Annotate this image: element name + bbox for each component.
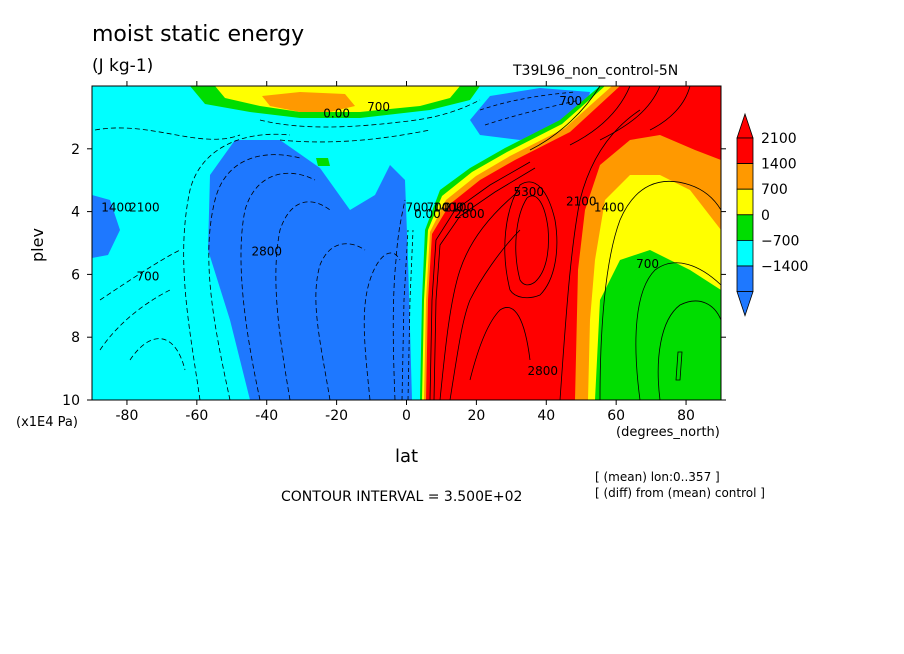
x-tick-label: 0 bbox=[402, 408, 411, 424]
contour-line bbox=[99, 289, 171, 351]
colorbar-swatch bbox=[736, 137, 754, 165]
colorbar-label: 700 bbox=[761, 182, 788, 198]
contour-label: 2800 bbox=[454, 207, 485, 221]
contour-label: 5300 bbox=[514, 185, 545, 199]
contour-line bbox=[240, 172, 316, 400]
x-tick-label: 40 bbox=[537, 408, 555, 424]
colorbar-label: 1400 bbox=[761, 157, 797, 173]
contour-label: 2100 bbox=[566, 194, 597, 208]
y-tick-label: 4 bbox=[71, 205, 80, 221]
axes: -80 -60 -40 -20 0 20 40 60 80 2 4 6 8 10 bbox=[62, 81, 726, 424]
contour-line bbox=[449, 229, 521, 400]
contour-line bbox=[363, 252, 401, 400]
contour-line bbox=[569, 86, 631, 146]
chart-title: moist static energy bbox=[92, 22, 305, 47]
contour-line bbox=[439, 189, 521, 400]
x-tick-label: -20 bbox=[325, 408, 348, 424]
contour-line bbox=[479, 91, 576, 111]
contour-label: 2100 bbox=[129, 201, 160, 215]
field-green-lower-right bbox=[605, 270, 721, 400]
chart-units: (J kg-1) bbox=[92, 56, 154, 76]
run-name: T39L96_non_control-5N bbox=[513, 63, 679, 79]
contour-line bbox=[433, 167, 536, 400]
y-tick-label: 8 bbox=[71, 330, 80, 346]
contour-line bbox=[279, 129, 431, 143]
contour-label: 700 bbox=[406, 201, 429, 215]
contour-line bbox=[657, 300, 721, 400]
contour-line bbox=[649, 86, 691, 131]
contour-label: 700 bbox=[426, 201, 449, 215]
field-orange-top bbox=[262, 92, 355, 112]
contour-label: 0.00 bbox=[323, 106, 350, 120]
contour-line bbox=[469, 307, 531, 381]
contour-label: 1400 bbox=[594, 201, 625, 215]
contour-line bbox=[183, 133, 291, 400]
y-tick-label: 10 bbox=[62, 393, 80, 409]
x-axis-units: (degrees_north) bbox=[616, 425, 720, 440]
contour-line bbox=[429, 161, 531, 400]
colorbar-swatch bbox=[736, 188, 754, 216]
contour-line bbox=[99, 249, 181, 301]
contour-labels: 0.00 700 7001400210028007007000.0070014002… bbox=[101, 94, 659, 378]
contour-line bbox=[315, 243, 366, 400]
contour-line bbox=[94, 127, 241, 140]
colorbar-swatch bbox=[736, 163, 754, 190]
colorbar: 2100 1400 700 0 −700 −1400 bbox=[736, 112, 808, 317]
contour-line bbox=[208, 154, 301, 400]
contour-label: 2800 bbox=[251, 245, 282, 259]
note-diff: [ (diff) from (mean) control ] bbox=[595, 486, 765, 500]
field-blue-southwest bbox=[92, 195, 120, 258]
contour-line bbox=[392, 199, 406, 400]
colorbar-upper-arrow bbox=[736, 112, 754, 139]
field-blue-south bbox=[208, 140, 412, 400]
contour-label: 0.00 bbox=[414, 207, 441, 221]
colorbar-label: 0 bbox=[761, 208, 770, 224]
contour-label: 700 bbox=[559, 94, 582, 108]
colorbar-label: −1400 bbox=[761, 259, 808, 275]
contour-line bbox=[599, 86, 661, 141]
contour-lines bbox=[94, 86, 721, 400]
contour-line bbox=[401, 229, 409, 400]
contour-line bbox=[129, 338, 186, 371]
contour-line bbox=[599, 181, 721, 400]
contour-line bbox=[259, 99, 481, 128]
contour-label: 1400 bbox=[101, 201, 132, 215]
filled-contours bbox=[92, 86, 721, 400]
colorbar-label: 2100 bbox=[761, 131, 797, 147]
field-green-blob bbox=[316, 158, 330, 166]
x-tick-label: 80 bbox=[677, 408, 695, 424]
x-tick-label: 20 bbox=[467, 408, 485, 424]
x-tick-label: -60 bbox=[185, 408, 208, 424]
contour-line bbox=[504, 181, 558, 299]
y-tick-label: 6 bbox=[71, 267, 80, 283]
colorbar-swatch bbox=[736, 265, 754, 293]
colorbar-swatch bbox=[736, 239, 754, 267]
y-tick-label: 2 bbox=[71, 142, 80, 158]
colorbar-label: −700 bbox=[761, 233, 799, 249]
contour-line bbox=[515, 195, 549, 286]
contour-label: 700 bbox=[367, 100, 390, 114]
x-tick-label: 60 bbox=[607, 408, 625, 424]
contour-label: 700 bbox=[136, 270, 159, 284]
contour-label: 2100 bbox=[444, 201, 475, 215]
contour-line bbox=[675, 351, 683, 381]
contour-label: 700 bbox=[636, 257, 659, 271]
x-tick-label: -80 bbox=[116, 408, 139, 424]
contour-label: 1400 bbox=[433, 201, 464, 215]
contour-line bbox=[275, 201, 331, 400]
contour-interval: CONTOUR INTERVAL = 3.500E+02 bbox=[281, 489, 523, 505]
note-mean: [ (mean) lon:0..357 ] bbox=[595, 470, 720, 484]
contour-line bbox=[635, 262, 721, 400]
contour-line bbox=[529, 86, 601, 151]
contour-line bbox=[407, 229, 414, 400]
x-tick-label: -40 bbox=[255, 408, 278, 424]
colorbar-swatch bbox=[736, 214, 754, 241]
x-axis-label: lat bbox=[395, 446, 419, 467]
y-axis-units: (x1E4 Pa) bbox=[16, 415, 78, 430]
colorbar-lower-arrow bbox=[736, 291, 754, 317]
contour-label: 2800 bbox=[528, 364, 559, 378]
contour-line bbox=[484, 99, 581, 126]
contour-line bbox=[559, 109, 641, 400]
